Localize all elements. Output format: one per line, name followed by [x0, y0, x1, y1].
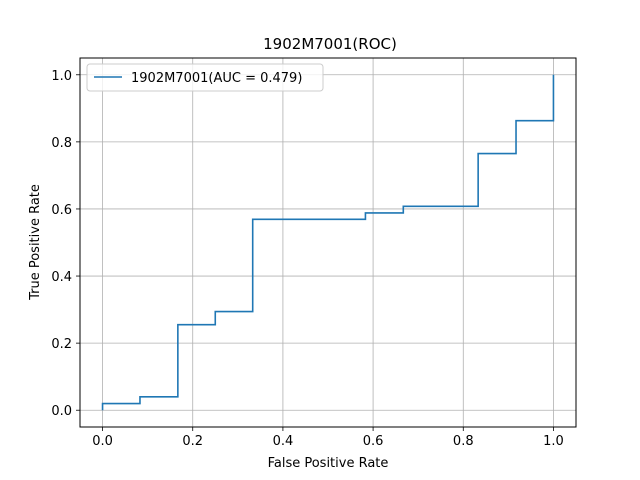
legend-box	[86, 63, 324, 92]
y-tick-label: 0.4	[51, 270, 72, 285]
legend: 1902M7001(AUC = 0.479)	[86, 63, 324, 92]
x-tick-label: 1.0	[543, 434, 564, 449]
roc-curve	[101, 74, 555, 411]
ticks: 0.0 0.2 0.4 0.6 0.8 1.0 0.0 0.2 0.4 0.6 0.8 1.0	[51, 69, 563, 449]
y-tick-label: 0.6	[51, 203, 72, 218]
series-layer	[101, 74, 555, 411]
plot-frame	[79, 57, 577, 428]
y-tick-label: 0.8	[51, 136, 72, 151]
x-tick-label: 0.2	[182, 434, 203, 449]
x-tick-label: 0.8	[453, 434, 474, 449]
x-tick-label: 0.6	[363, 434, 384, 449]
y-tick-label: 0.0	[51, 404, 72, 419]
legend-label: 1902M7001(AUC = 0.479)	[131, 71, 302, 86]
x-tick-label: 0.0	[92, 434, 113, 449]
x-axis-label: False Positive Rate	[268, 456, 389, 471]
y-tick-label: 1.0	[51, 69, 72, 84]
chart-title: 1902M7001(ROC)	[263, 35, 397, 53]
y-axis-label: True Positive Rate	[28, 184, 43, 301]
grid	[80, 58, 576, 427]
x-tick-label: 0.4	[273, 434, 294, 449]
y-tick-label: 0.2	[51, 337, 72, 352]
